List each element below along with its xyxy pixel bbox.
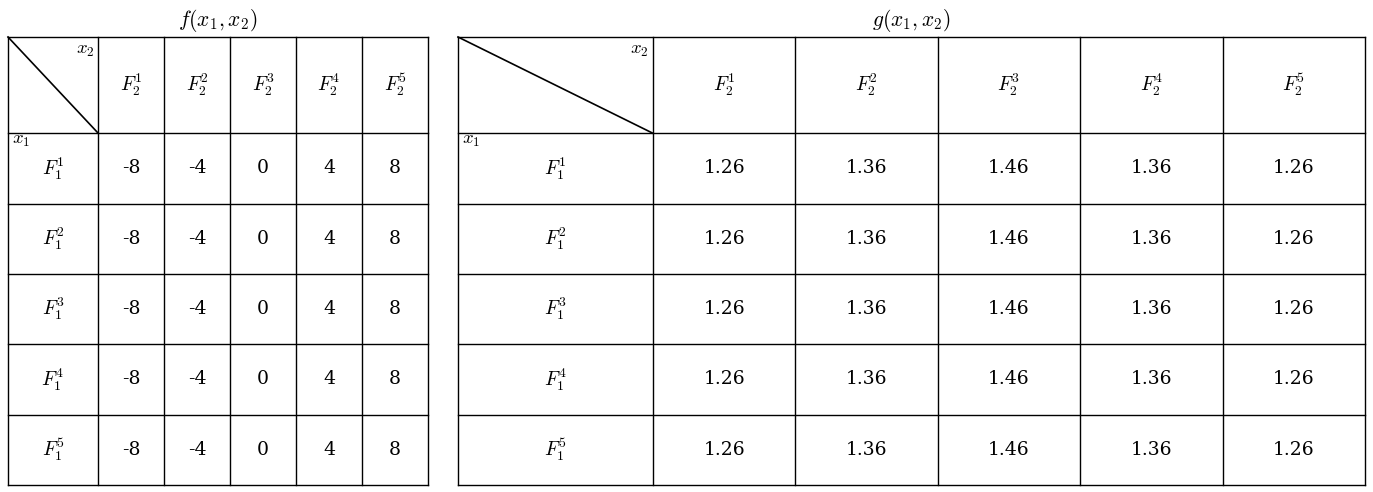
Text: 1.36: 1.36 bbox=[846, 230, 887, 248]
Text: 8: 8 bbox=[389, 159, 401, 178]
Text: -8: -8 bbox=[122, 441, 140, 459]
Text: 4: 4 bbox=[323, 159, 335, 178]
Text: 1.46: 1.46 bbox=[989, 300, 1030, 318]
Text: -8: -8 bbox=[122, 300, 140, 318]
Text: 1.36: 1.36 bbox=[846, 300, 887, 318]
Text: 4: 4 bbox=[323, 300, 335, 318]
Text: $F_1^4$: $F_1^4$ bbox=[41, 367, 65, 393]
Text: 1.36: 1.36 bbox=[846, 370, 887, 389]
Text: -8: -8 bbox=[122, 159, 140, 178]
Text: -4: -4 bbox=[188, 159, 206, 178]
Text: 1.36: 1.36 bbox=[1130, 300, 1173, 318]
Text: -8: -8 bbox=[122, 370, 140, 389]
Text: 1.46: 1.46 bbox=[989, 230, 1030, 248]
Text: $F_1^4$: $F_1^4$ bbox=[544, 367, 567, 393]
Text: 1.26: 1.26 bbox=[1273, 230, 1314, 248]
Text: -4: -4 bbox=[188, 230, 206, 248]
Text: 0: 0 bbox=[257, 370, 269, 389]
Text: 1.26: 1.26 bbox=[703, 159, 746, 178]
Text: 4: 4 bbox=[323, 230, 335, 248]
Text: 1.36: 1.36 bbox=[1130, 230, 1173, 248]
Text: $F_2^3$: $F_2^3$ bbox=[251, 72, 275, 98]
Text: $x_2$: $x_2$ bbox=[76, 41, 95, 59]
Text: $F_2^4$: $F_2^4$ bbox=[317, 72, 341, 98]
Text: -8: -8 bbox=[122, 230, 140, 248]
Text: -4: -4 bbox=[188, 370, 206, 389]
Text: $F_1^1$: $F_1^1$ bbox=[41, 155, 65, 182]
Text: 1.46: 1.46 bbox=[989, 370, 1030, 389]
Text: 8: 8 bbox=[389, 300, 401, 318]
Text: $x_1$: $x_1$ bbox=[12, 131, 30, 149]
Text: $x_2$: $x_2$ bbox=[630, 41, 649, 59]
Text: $F_1^5$: $F_1^5$ bbox=[544, 437, 567, 463]
Text: $F_2^5$: $F_2^5$ bbox=[383, 72, 406, 98]
Text: -4: -4 bbox=[188, 441, 206, 459]
Text: 1.26: 1.26 bbox=[1273, 159, 1314, 178]
Text: $F_2^1$: $F_2^1$ bbox=[713, 72, 736, 98]
Text: 0: 0 bbox=[257, 300, 269, 318]
Text: -4: -4 bbox=[188, 300, 206, 318]
Text: $F_2^2$: $F_2^2$ bbox=[185, 72, 209, 98]
Text: $F_2^4$: $F_2^4$ bbox=[1140, 72, 1163, 98]
Text: $F_1^5$: $F_1^5$ bbox=[41, 437, 65, 463]
Text: 0: 0 bbox=[257, 159, 269, 178]
Text: 1.36: 1.36 bbox=[846, 441, 887, 459]
Text: 1.36: 1.36 bbox=[1130, 370, 1173, 389]
Text: 1.36: 1.36 bbox=[846, 159, 887, 178]
Text: 1.26: 1.26 bbox=[1273, 441, 1314, 459]
Text: 1.46: 1.46 bbox=[989, 441, 1030, 459]
Text: $F_1^2$: $F_1^2$ bbox=[41, 226, 65, 252]
Text: 1.26: 1.26 bbox=[1273, 300, 1314, 318]
Text: 8: 8 bbox=[389, 230, 401, 248]
Text: $F_2^2$: $F_2^2$ bbox=[855, 72, 879, 98]
Text: 1.36: 1.36 bbox=[1130, 441, 1173, 459]
Text: 4: 4 bbox=[323, 441, 335, 459]
Text: 1.26: 1.26 bbox=[703, 370, 746, 389]
Text: 0: 0 bbox=[257, 230, 269, 248]
Text: 4: 4 bbox=[323, 370, 335, 389]
Text: 1.26: 1.26 bbox=[703, 441, 746, 459]
Text: 0: 0 bbox=[257, 441, 269, 459]
Text: 1.26: 1.26 bbox=[703, 230, 746, 248]
Text: 1.26: 1.26 bbox=[1273, 370, 1314, 389]
Text: $F_2^5$: $F_2^5$ bbox=[1282, 72, 1306, 98]
Text: $x_1$: $x_1$ bbox=[461, 131, 481, 149]
Text: 8: 8 bbox=[389, 370, 401, 389]
Text: $F_2^3$: $F_2^3$ bbox=[997, 72, 1020, 98]
Text: $f(x_1,x_2)$: $f(x_1,x_2)$ bbox=[178, 7, 258, 34]
Text: $F_1^3$: $F_1^3$ bbox=[544, 296, 567, 322]
Text: 1.46: 1.46 bbox=[989, 159, 1030, 178]
Text: $F_1^2$: $F_1^2$ bbox=[544, 226, 567, 252]
Text: 1.26: 1.26 bbox=[703, 300, 746, 318]
Text: $F_2^1$: $F_2^1$ bbox=[119, 72, 143, 98]
Text: $F_1^3$: $F_1^3$ bbox=[41, 296, 65, 322]
Text: $g(x_1,x_2)$: $g(x_1,x_2)$ bbox=[872, 7, 951, 34]
Text: 1.36: 1.36 bbox=[1130, 159, 1173, 178]
Text: $F_1^1$: $F_1^1$ bbox=[544, 155, 567, 182]
Text: 8: 8 bbox=[389, 441, 401, 459]
